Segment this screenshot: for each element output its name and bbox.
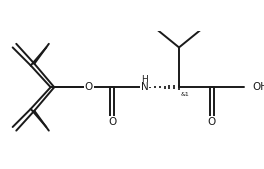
- Text: &1: &1: [181, 92, 189, 96]
- Text: H: H: [141, 75, 148, 84]
- Text: O: O: [84, 82, 93, 92]
- Text: O: O: [208, 117, 216, 127]
- Text: O: O: [108, 117, 116, 127]
- Text: OH: OH: [252, 82, 264, 92]
- Text: N: N: [141, 82, 149, 92]
